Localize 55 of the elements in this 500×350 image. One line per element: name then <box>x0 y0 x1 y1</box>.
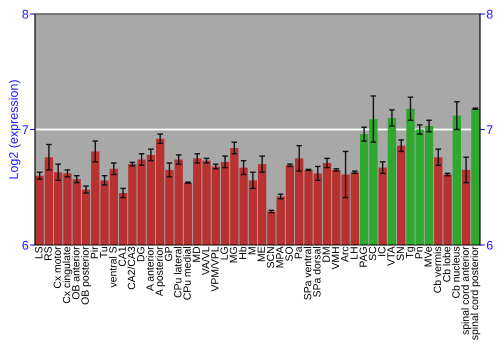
x-tick-label: LH <box>350 247 358 259</box>
x-tick-label: CA2/CA3 <box>127 246 136 290</box>
y-axis-title: Log2 (expression) <box>8 80 20 178</box>
x-tick-label: MG <box>230 247 238 262</box>
x-tick-label: Pa <box>294 246 302 258</box>
x-tick-label: ME <box>258 246 265 262</box>
y-tick-label: 7 <box>22 125 28 134</box>
x-tick-label: VA/VL <box>202 246 210 276</box>
x-tick-label: Pn <box>415 247 422 258</box>
x-tick-label: RS <box>44 246 52 260</box>
y-tick-label: 8 <box>22 10 28 19</box>
y2-tick-label: 8 <box>486 10 493 19</box>
x-tick-label: Cb vermis <box>433 246 442 293</box>
x-tick-label: MD <box>192 246 200 262</box>
x-tick-label: Pir <box>90 246 98 258</box>
x-tick-label: OB posterior <box>81 246 91 304</box>
x-tick-label: VPM/VPL <box>210 246 219 292</box>
x-tick-label: VTA <box>387 246 395 266</box>
x-tick-label: OB anterior <box>72 246 80 300</box>
x-tick-label: ventral S <box>108 246 117 288</box>
x-tick-label: A anterior <box>146 246 154 291</box>
x-tick-label: CA1 <box>118 246 126 266</box>
x-tick-label: DM <box>322 247 330 262</box>
x-tick-label: M <box>248 247 256 254</box>
y2-tick-label: 6 <box>486 240 493 250</box>
x-tick-label: spinal cord anterior <box>461 246 471 335</box>
x-tick-label: CPu medial <box>183 247 191 300</box>
x-tick-label: MPA <box>276 246 284 268</box>
x-tick-label: VMH <box>332 247 339 270</box>
y2-tick-label: 7 <box>486 125 493 134</box>
x-tick-label: SCN <box>266 247 274 268</box>
x-tick-label: A posterior <box>155 246 166 296</box>
x-tick-label: SPa ventral <box>304 247 312 300</box>
x-tick-label: Cb nucleus <box>452 246 460 298</box>
x-tick-label: spinal cord posterior <box>470 246 480 340</box>
x-tick-label: SC <box>368 246 376 260</box>
x-tick-label: LG <box>220 247 228 260</box>
x-tick-label: Tu <box>100 247 108 258</box>
x-tick-label: Cx motor <box>54 246 61 288</box>
x-tick-label: Cb lobe <box>442 246 450 282</box>
x-tick-label: Tg <box>406 247 416 258</box>
x-tick-label: Hb <box>238 246 246 259</box>
x-tick-label: LS <box>35 246 42 258</box>
x-tick-label: CPu lateral <box>174 247 182 298</box>
x-tick-label: Arc <box>341 246 348 262</box>
x-tick-label: SO <box>285 246 293 261</box>
x-tick-label: IC <box>378 246 386 256</box>
x-tick-label: MVe <box>424 246 432 266</box>
x-tick-label: GP <box>164 246 172 261</box>
x-tick-label: DG <box>137 247 144 262</box>
y-tick-label: 6 <box>22 240 28 250</box>
x-tick-label: PAG <box>360 247 367 267</box>
x-tick-label: SN <box>396 247 404 260</box>
x-tick-label: Cx cingulate <box>62 246 72 304</box>
x-tick-label: SPa dorsal <box>312 247 321 297</box>
